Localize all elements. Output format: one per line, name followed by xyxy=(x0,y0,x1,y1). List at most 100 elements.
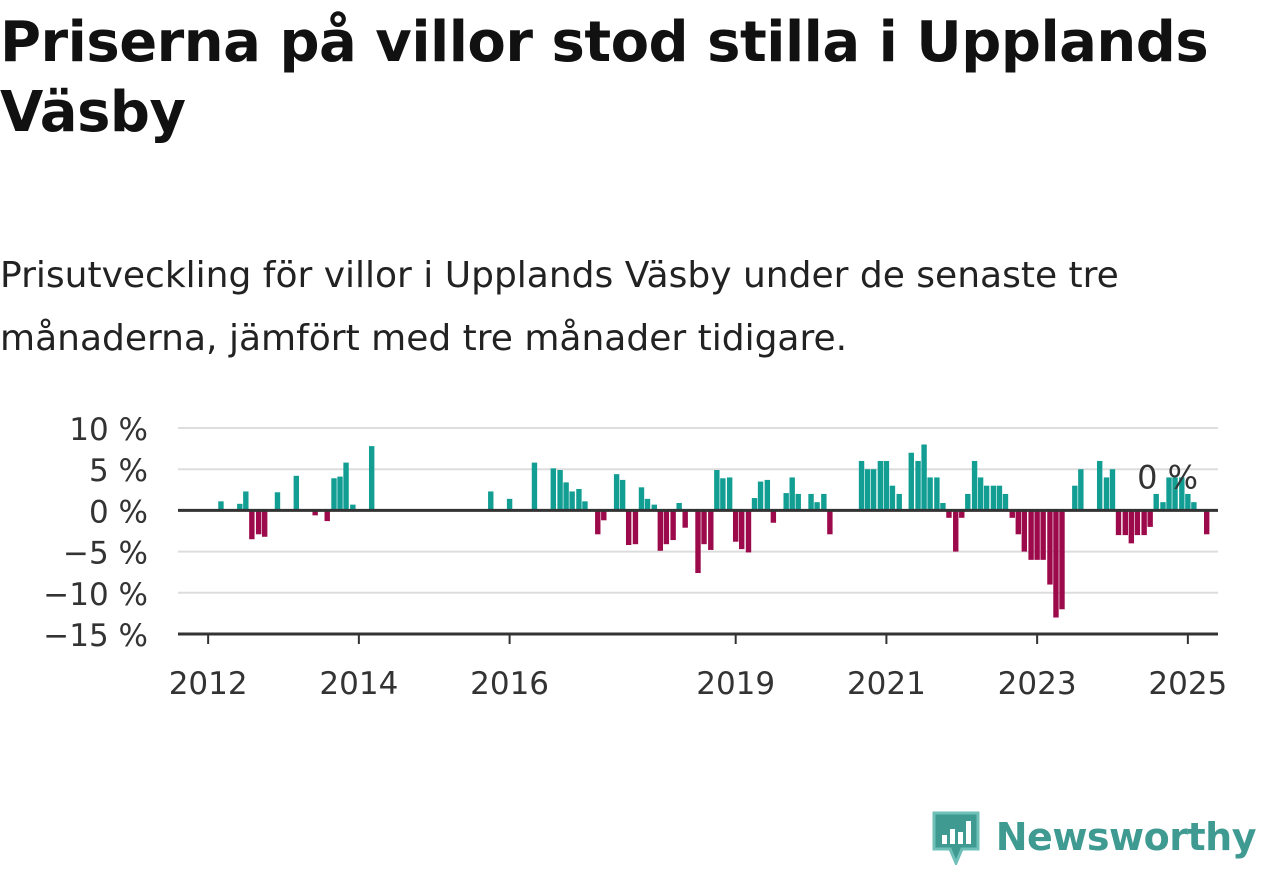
brand-name: Newsworthy xyxy=(995,815,1257,859)
y-tick-label: 0 % xyxy=(89,494,148,530)
newsworthy-logo-icon xyxy=(932,811,980,865)
bar xyxy=(1109,469,1116,511)
bar xyxy=(1078,469,1084,511)
x-tick-label: 2016 xyxy=(470,666,549,702)
bar xyxy=(324,510,330,522)
bar xyxy=(940,502,946,511)
bar xyxy=(764,479,771,511)
x-tick-label: 2025 xyxy=(1148,666,1227,702)
bar xyxy=(1103,477,1110,511)
bar xyxy=(789,477,795,511)
chart-subtitle: Prisutveckling för villor i Upplands Väs… xyxy=(0,255,1119,359)
bar xyxy=(720,478,726,511)
bar xyxy=(1160,502,1166,511)
bar xyxy=(701,510,707,545)
y-tick-label: 10 % xyxy=(69,412,148,448)
bar xyxy=(550,468,557,511)
bar xyxy=(293,475,300,511)
bar xyxy=(1096,460,1103,511)
bar xyxy=(821,493,827,511)
bar xyxy=(795,493,801,511)
bar xyxy=(644,498,651,511)
bar xyxy=(1115,510,1122,536)
bar xyxy=(864,469,871,511)
bar xyxy=(1141,510,1147,536)
bar xyxy=(695,510,701,574)
bar xyxy=(814,502,820,511)
bar xyxy=(682,510,688,528)
bar xyxy=(343,462,349,511)
bar xyxy=(582,501,588,511)
bar xyxy=(808,493,814,511)
bar xyxy=(261,510,268,537)
bar xyxy=(757,481,764,511)
bar xyxy=(883,460,890,511)
bar xyxy=(877,460,884,511)
bar xyxy=(1059,510,1065,610)
bar xyxy=(670,510,676,541)
bar xyxy=(569,491,575,511)
bar xyxy=(990,485,997,511)
y-tick-label: −5 % xyxy=(63,536,148,572)
bar xyxy=(714,470,720,511)
bar xyxy=(1185,493,1191,511)
bar xyxy=(638,487,645,511)
bar xyxy=(625,510,632,546)
x-tick-label: 2023 xyxy=(998,666,1077,702)
bar xyxy=(657,510,664,551)
bar xyxy=(870,469,877,511)
bar xyxy=(896,493,902,511)
bar xyxy=(1009,510,1015,518)
bar xyxy=(927,477,933,511)
bar xyxy=(651,504,657,511)
bar xyxy=(858,460,865,511)
bar xyxy=(953,510,959,552)
bar xyxy=(770,510,777,523)
bar xyxy=(368,446,375,511)
bar xyxy=(1072,485,1078,511)
bar xyxy=(563,482,569,511)
bar xyxy=(1172,477,1178,511)
bar xyxy=(350,504,356,511)
bar xyxy=(745,510,752,553)
bar xyxy=(488,491,494,511)
bar xyxy=(996,485,1003,511)
bar xyxy=(751,498,758,511)
newsworthy-logo: Newsworthy xyxy=(930,809,1257,865)
bar xyxy=(965,493,971,511)
bar xyxy=(1153,493,1159,511)
bar xyxy=(663,510,670,545)
bar xyxy=(915,460,921,511)
bar xyxy=(1053,510,1059,618)
bar xyxy=(613,474,620,511)
bar xyxy=(934,477,940,511)
bar xyxy=(312,510,318,516)
bar xyxy=(1179,477,1185,511)
bar xyxy=(676,502,682,511)
bar xyxy=(1147,510,1153,527)
bar xyxy=(1047,510,1053,585)
bar xyxy=(249,510,255,540)
last-value-label: 0 % xyxy=(1137,458,1198,496)
bar xyxy=(531,462,538,511)
bar xyxy=(977,477,984,511)
bar xyxy=(255,510,262,535)
bar xyxy=(632,510,639,545)
bar xyxy=(889,485,896,511)
y-tick-label: 5 % xyxy=(89,453,148,489)
bar xyxy=(1034,510,1040,560)
bar xyxy=(1191,502,1197,511)
bar xyxy=(1015,510,1021,535)
bar xyxy=(1028,510,1034,560)
bar xyxy=(983,485,990,511)
bar xyxy=(1040,510,1046,560)
bar xyxy=(331,478,337,511)
bar xyxy=(506,498,513,511)
bar xyxy=(921,444,927,511)
bar xyxy=(595,510,601,535)
bar xyxy=(218,501,224,511)
bar xyxy=(243,491,249,511)
bar xyxy=(619,479,626,511)
bar xyxy=(1203,510,1210,535)
x-tick-label: 2012 xyxy=(169,666,248,702)
